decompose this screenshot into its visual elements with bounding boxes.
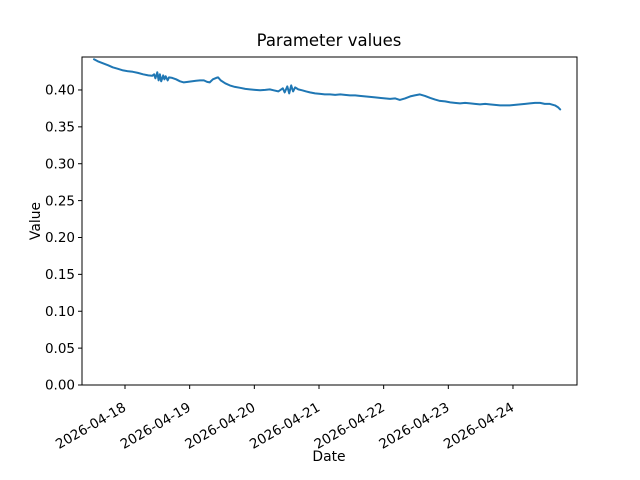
y-axis-label: Value [28, 202, 44, 240]
x-tick-label: 2026-04-24 [441, 400, 517, 453]
y-axis-ticks: 0.00 0.05 0.10 0.15 0.20 0.25 0.30 0.35 0.40 [45, 83, 82, 394]
x-tick-label: 2026-04-19 [118, 400, 194, 453]
y-tick-label: 0.00 [45, 378, 75, 394]
plot-area-border [81, 56, 578, 386]
x-axis-label: Date [312, 449, 345, 465]
y-tick-label: 0.10 [45, 304, 75, 320]
x-tick-label: 2026-04-21 [247, 400, 323, 453]
x-tick-label: 2026-04-22 [312, 400, 388, 453]
plot-series-group [93, 58, 562, 111]
y-tick-label: 0.35 [45, 120, 75, 136]
y-tick-label: 0.30 [45, 156, 75, 172]
x-tick-label: 2026-04-20 [182, 400, 258, 453]
chart-title: Parameter values [257, 31, 402, 50]
y-tick-label: 0.05 [45, 341, 75, 357]
y-tick-label: 0.40 [45, 83, 75, 99]
y-tick-label: 0.25 [45, 193, 75, 209]
parameter-series-line [93, 58, 562, 111]
x-axis-ticks: 2026-04-182026-04-192026-04-202026-04-21… [53, 385, 517, 453]
x-tick-label: 2026-04-18 [53, 400, 129, 453]
x-tick-label: 2026-04-23 [376, 400, 452, 453]
y-tick-label: 0.15 [45, 267, 75, 283]
y-tick-label: 0.20 [45, 230, 75, 246]
